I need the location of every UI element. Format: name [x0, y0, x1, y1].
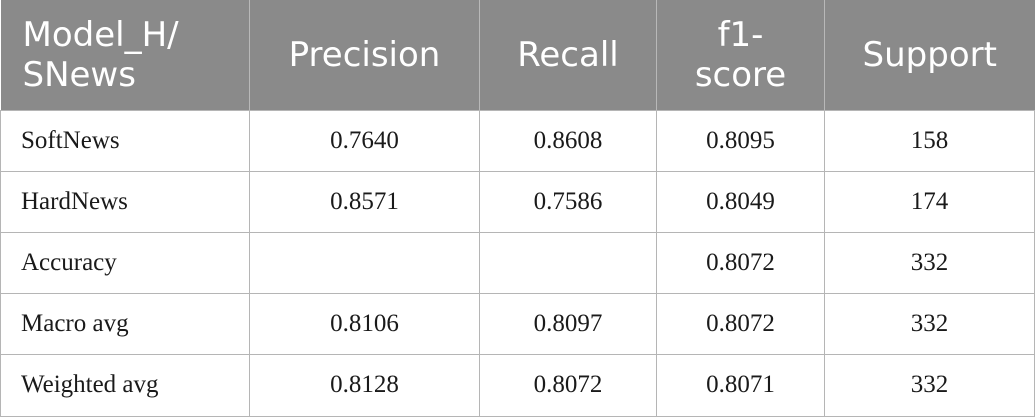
precision-cell	[249, 231, 480, 294]
f1-score-cell: 0.8071	[656, 353, 825, 417]
support-cell: 332	[824, 353, 1035, 417]
row-label: HardNews	[0, 170, 250, 233]
row-label: SoftNews	[0, 109, 250, 172]
recall-cell: 0.7586	[479, 170, 657, 233]
row-label: Accuracy	[0, 231, 250, 294]
f1-score-cell: 0.8049	[656, 170, 825, 233]
row-label: Macro avg	[0, 292, 250, 355]
header-row: Model_H/ SNews Precision Recall f1-score…	[0, 0, 1035, 110]
recall-cell: 0.8097	[479, 292, 657, 355]
header-recall: Recall	[479, 0, 657, 110]
f1-score-cell: 0.8095	[656, 109, 825, 172]
table-row: HardNews 0.8571 0.7586 0.8049 174	[0, 170, 1035, 233]
support-cell: 174	[824, 170, 1035, 233]
precision-cell: 0.8571	[249, 170, 480, 233]
header-f1-score: f1-score	[656, 0, 825, 110]
support-cell: 332	[824, 292, 1035, 355]
recall-cell: 0.8608	[479, 109, 657, 172]
table-row: Accuracy 0.8072 332	[0, 231, 1035, 294]
table-row: Weighted avg 0.8128 0.8072 0.8071 332	[0, 353, 1035, 417]
precision-cell: 0.7640	[249, 109, 480, 172]
precision-cell: 0.8106	[249, 292, 480, 355]
header-model: Model_H/ SNews	[0, 0, 250, 110]
precision-cell: 0.8128	[249, 353, 480, 417]
table-row: Macro avg 0.8106 0.8097 0.8072 332	[0, 292, 1035, 355]
f1-score-cell: 0.8072	[656, 292, 825, 355]
recall-cell	[479, 231, 657, 294]
table-row: SoftNews 0.7640 0.8608 0.8095 158	[0, 109, 1035, 172]
support-cell: 158	[824, 109, 1035, 172]
recall-cell: 0.8072	[479, 353, 657, 417]
row-label: Weighted avg	[0, 353, 250, 417]
header-precision: Precision	[249, 0, 480, 110]
f1-score-cell: 0.8072	[656, 231, 825, 294]
header-support: Support	[824, 0, 1035, 110]
support-cell: 332	[824, 231, 1035, 294]
